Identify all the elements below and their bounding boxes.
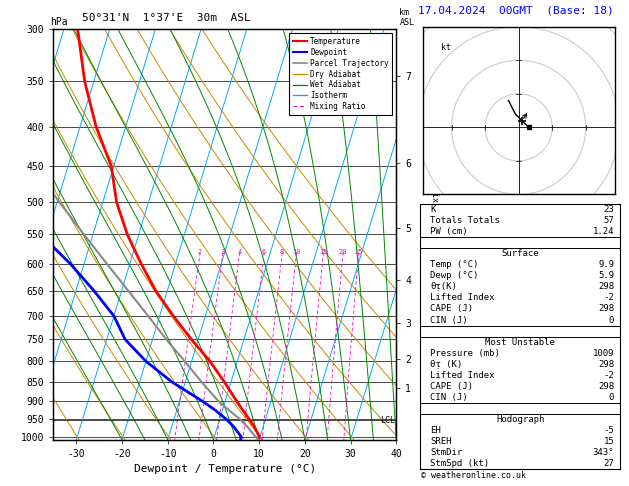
Text: 23: 23 bbox=[603, 205, 614, 214]
Text: -5: -5 bbox=[603, 426, 614, 435]
Text: Dewp (°C): Dewp (°C) bbox=[430, 271, 479, 280]
Text: 15: 15 bbox=[603, 437, 614, 446]
Text: 10: 10 bbox=[292, 249, 301, 255]
Text: Lifted Index: Lifted Index bbox=[430, 294, 494, 302]
Text: Surface: Surface bbox=[501, 249, 539, 258]
Text: © weatheronline.co.uk: © weatheronline.co.uk bbox=[421, 471, 526, 480]
Text: -2: -2 bbox=[603, 371, 614, 380]
Text: 298: 298 bbox=[598, 282, 614, 292]
Text: 298: 298 bbox=[598, 382, 614, 391]
Text: 20: 20 bbox=[338, 249, 347, 255]
Text: SREH: SREH bbox=[430, 437, 452, 446]
Text: K: K bbox=[430, 205, 435, 214]
Text: 298: 298 bbox=[598, 304, 614, 313]
Text: 27: 27 bbox=[603, 459, 614, 468]
Text: 6: 6 bbox=[262, 249, 266, 255]
Text: CIN (J): CIN (J) bbox=[430, 393, 468, 402]
Text: StmDir: StmDir bbox=[430, 448, 462, 457]
Text: -2: -2 bbox=[603, 294, 614, 302]
Text: 1009: 1009 bbox=[593, 348, 614, 358]
Text: Totals Totals: Totals Totals bbox=[430, 216, 500, 225]
Text: kt: kt bbox=[442, 44, 452, 52]
X-axis label: Dewpoint / Temperature (°C): Dewpoint / Temperature (°C) bbox=[134, 465, 316, 474]
Text: hPa: hPa bbox=[50, 17, 68, 27]
Text: StmSpd (kt): StmSpd (kt) bbox=[430, 459, 489, 468]
Text: 298: 298 bbox=[598, 360, 614, 369]
Text: 8: 8 bbox=[280, 249, 284, 255]
Text: Pressure (mb): Pressure (mb) bbox=[430, 348, 500, 358]
Text: Lifted Index: Lifted Index bbox=[430, 371, 494, 380]
Text: CIN (J): CIN (J) bbox=[430, 315, 468, 325]
Text: 0: 0 bbox=[609, 393, 614, 402]
Text: 50°31'N  1°37'E  30m  ASL: 50°31'N 1°37'E 30m ASL bbox=[82, 14, 250, 23]
Text: km
ASL: km ASL bbox=[399, 8, 415, 27]
Text: Temp (°C): Temp (°C) bbox=[430, 260, 479, 269]
Text: LCL: LCL bbox=[380, 416, 395, 425]
Text: θᴉ(K): θᴉ(K) bbox=[430, 282, 457, 292]
Text: 2: 2 bbox=[198, 249, 202, 255]
Text: 17.04.2024  00GMT  (Base: 18): 17.04.2024 00GMT (Base: 18) bbox=[418, 6, 614, 16]
Y-axis label: Mixing Ratio (g/kg): Mixing Ratio (g/kg) bbox=[430, 187, 439, 282]
Text: 0: 0 bbox=[609, 315, 614, 325]
Text: θᴉ (K): θᴉ (K) bbox=[430, 360, 462, 369]
Legend: Temperature, Dewpoint, Parcel Trajectory, Dry Adiabat, Wet Adiabat, Isotherm, Mi: Temperature, Dewpoint, Parcel Trajectory… bbox=[289, 33, 392, 115]
Text: 15: 15 bbox=[319, 249, 328, 255]
Text: Most Unstable: Most Unstable bbox=[485, 338, 555, 347]
Text: 1.24: 1.24 bbox=[593, 227, 614, 236]
Text: 57: 57 bbox=[603, 216, 614, 225]
Text: 5.9: 5.9 bbox=[598, 271, 614, 280]
Text: 9.9: 9.9 bbox=[598, 260, 614, 269]
Text: 25: 25 bbox=[354, 249, 363, 255]
Text: 3: 3 bbox=[220, 249, 225, 255]
Text: 343°: 343° bbox=[593, 448, 614, 457]
Text: CAPE (J): CAPE (J) bbox=[430, 382, 473, 391]
Text: PW (cm): PW (cm) bbox=[430, 227, 468, 236]
Text: 4: 4 bbox=[237, 249, 242, 255]
Text: EH: EH bbox=[430, 426, 441, 435]
Text: CAPE (J): CAPE (J) bbox=[430, 304, 473, 313]
Text: Hodograph: Hodograph bbox=[496, 415, 544, 424]
